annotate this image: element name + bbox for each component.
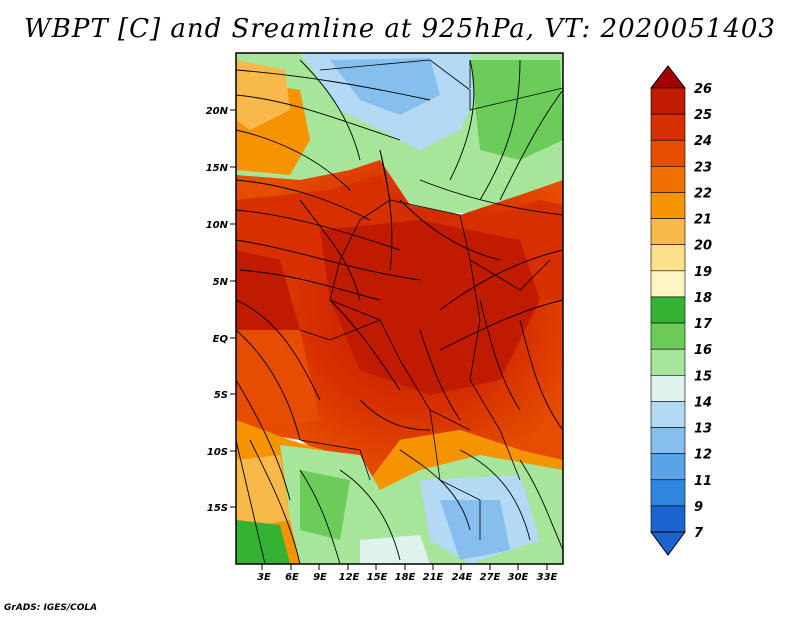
colorbar-swatch — [650, 296, 686, 324]
colorbar-label: 11 — [694, 474, 712, 489]
colorbar-swatch — [650, 505, 686, 533]
colorbar-label: 23 — [694, 160, 712, 175]
lon-label: 21E — [423, 572, 444, 583]
colorbar-label: 22 — [694, 186, 712, 201]
lat-labels: 20N 15N 10N 5N EQ 5S 10S 15S — [206, 106, 229, 514]
lat-label: 5S — [214, 390, 228, 401]
colorbar-label: 13 — [694, 422, 712, 437]
colorbar-label: 24 — [694, 134, 712, 149]
lon-label: 30E — [508, 572, 529, 583]
lat-label: 5N — [213, 277, 229, 288]
credit-label: GrADS: IGES/COLA — [4, 603, 98, 613]
colorbar-label: 16 — [694, 343, 712, 358]
lon-label: 18E — [395, 572, 416, 583]
colorbar-swatch — [650, 374, 686, 402]
colorbar-label: 26 — [694, 82, 712, 97]
lon-label: 3E — [257, 572, 271, 583]
colorbar-cap-top — [649, 65, 687, 89]
lon-label: 15E — [367, 572, 388, 583]
colorbar-label: 14 — [694, 395, 712, 410]
wbpt-field — [236, 53, 563, 564]
colorbar-label: 19 — [694, 265, 712, 280]
colorbar-swatch — [650, 113, 686, 141]
colorbar-label: 20 — [694, 239, 712, 254]
colorbar-swatch — [650, 218, 686, 246]
colorbar-swatch — [650, 322, 686, 350]
colorbar-swatch — [650, 479, 686, 507]
lon-label: 27E — [480, 572, 501, 583]
lat-label: 15S — [207, 503, 228, 514]
lon-label: 33E — [537, 572, 558, 583]
colorbar-swatch — [650, 244, 686, 272]
streamlines — [236, 59, 563, 564]
colorbar-label: 17 — [694, 317, 713, 332]
colorbar-cap-bottom — [650, 531, 686, 556]
colorbar-swatch — [650, 139, 686, 167]
colorbar: 26 25 24 23 22 21 20 19 18 17 16 15 14 13 12 11 9 7 — [649, 65, 713, 556]
country-borders — [299, 59, 563, 540]
lon-label: 12E — [339, 572, 360, 583]
colorbar-swatch — [650, 87, 686, 115]
lat-label: 15N — [206, 163, 229, 174]
map-frame — [235, 52, 564, 565]
colorbar-label: 15 — [694, 369, 712, 384]
lat-label: 20N — [206, 106, 229, 117]
colorbar-swatch — [650, 453, 686, 481]
colorbar-swatch — [650, 427, 686, 454]
colorbar-label: 12 — [694, 448, 712, 463]
lat-label: 10S — [207, 447, 228, 458]
lat-label: EQ — [213, 334, 229, 345]
lon-labels: 3E 6E 9E 12E 15E 18E 21E 24E 27E 30E 33E — [257, 572, 557, 583]
colorbar-label: 21 — [694, 213, 712, 228]
colorbar-label: 9 — [694, 500, 703, 515]
colorbar-swatch — [650, 192, 686, 219]
lon-label: 24E — [452, 572, 473, 583]
colorbar-swatch — [650, 166, 686, 193]
lat-ticks — [230, 109, 236, 508]
lat-label: 10N — [206, 220, 229, 231]
colorbar-swatch — [650, 401, 686, 428]
colorbar-label: 7 — [694, 526, 704, 541]
chart-title: WBPT [C] and Sreamline at 925hPa, VT: 20… — [24, 14, 776, 44]
colorbar-swatch — [650, 348, 686, 376]
colorbar-label: 18 — [694, 291, 712, 306]
lon-label: 6E — [285, 572, 299, 583]
colorbar-swatch — [650, 270, 686, 298]
lon-ticks — [261, 564, 548, 570]
lon-label: 9E — [313, 572, 327, 583]
colorbar-label: 25 — [694, 108, 712, 123]
